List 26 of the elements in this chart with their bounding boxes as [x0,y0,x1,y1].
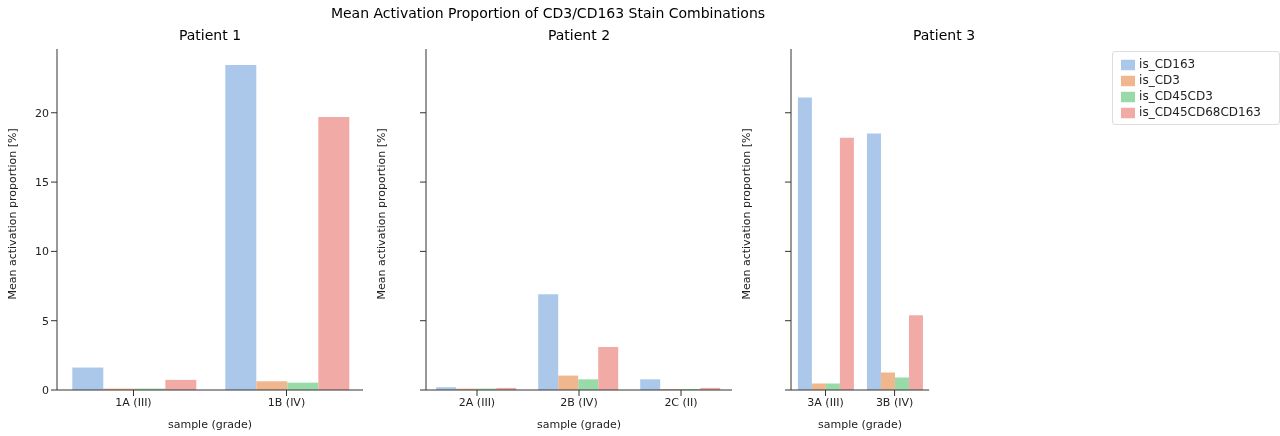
legend-label: is_CD45CD68CD163 [1139,105,1261,119]
x-tick-label: 2A (III) [458,395,496,409]
chart-title: Patient 1 [177,27,243,43]
y-tick-label: 5 [42,314,49,328]
y-tick-label: 20 [35,106,49,120]
x-tick-label: 3B (IV) [875,395,914,409]
y-tick-label: 10 [35,245,49,259]
chart-title: Patient 2 [546,27,612,43]
x-axis-title: sample (grade) [818,418,903,431]
x-tick-label: 2C (II) [664,395,698,409]
text: Mean Activation Proportion of CD3/CD163 Stain Combinations [329,5,767,21]
legend-label: is_CD45CD3 [1139,89,1213,103]
y-axis-title: Mean activation proportion [%] [5,128,19,300]
x-tick-label: 1A (III) [115,395,152,409]
x-tick-label: 1B (IV) [267,395,306,409]
y-tick-label: 0 [42,383,49,397]
y-axis-title: Mean activation proportion [%] [374,128,388,300]
y-axis-title: Mean activation proportion [%] [739,128,753,300]
chart-title: Patient 3 [911,27,977,43]
x-tick-label: 2B (IV) [560,395,598,409]
y-tick-label: 15 [35,175,49,189]
legend-label: is_CD163 [1139,57,1196,71]
legend-label: is_CD3 [1139,73,1180,87]
x-axis-title: sample (grade) [536,418,622,431]
x-axis-title: sample (grade) [167,418,253,431]
x-tick-label: 3A (III) [807,395,844,409]
